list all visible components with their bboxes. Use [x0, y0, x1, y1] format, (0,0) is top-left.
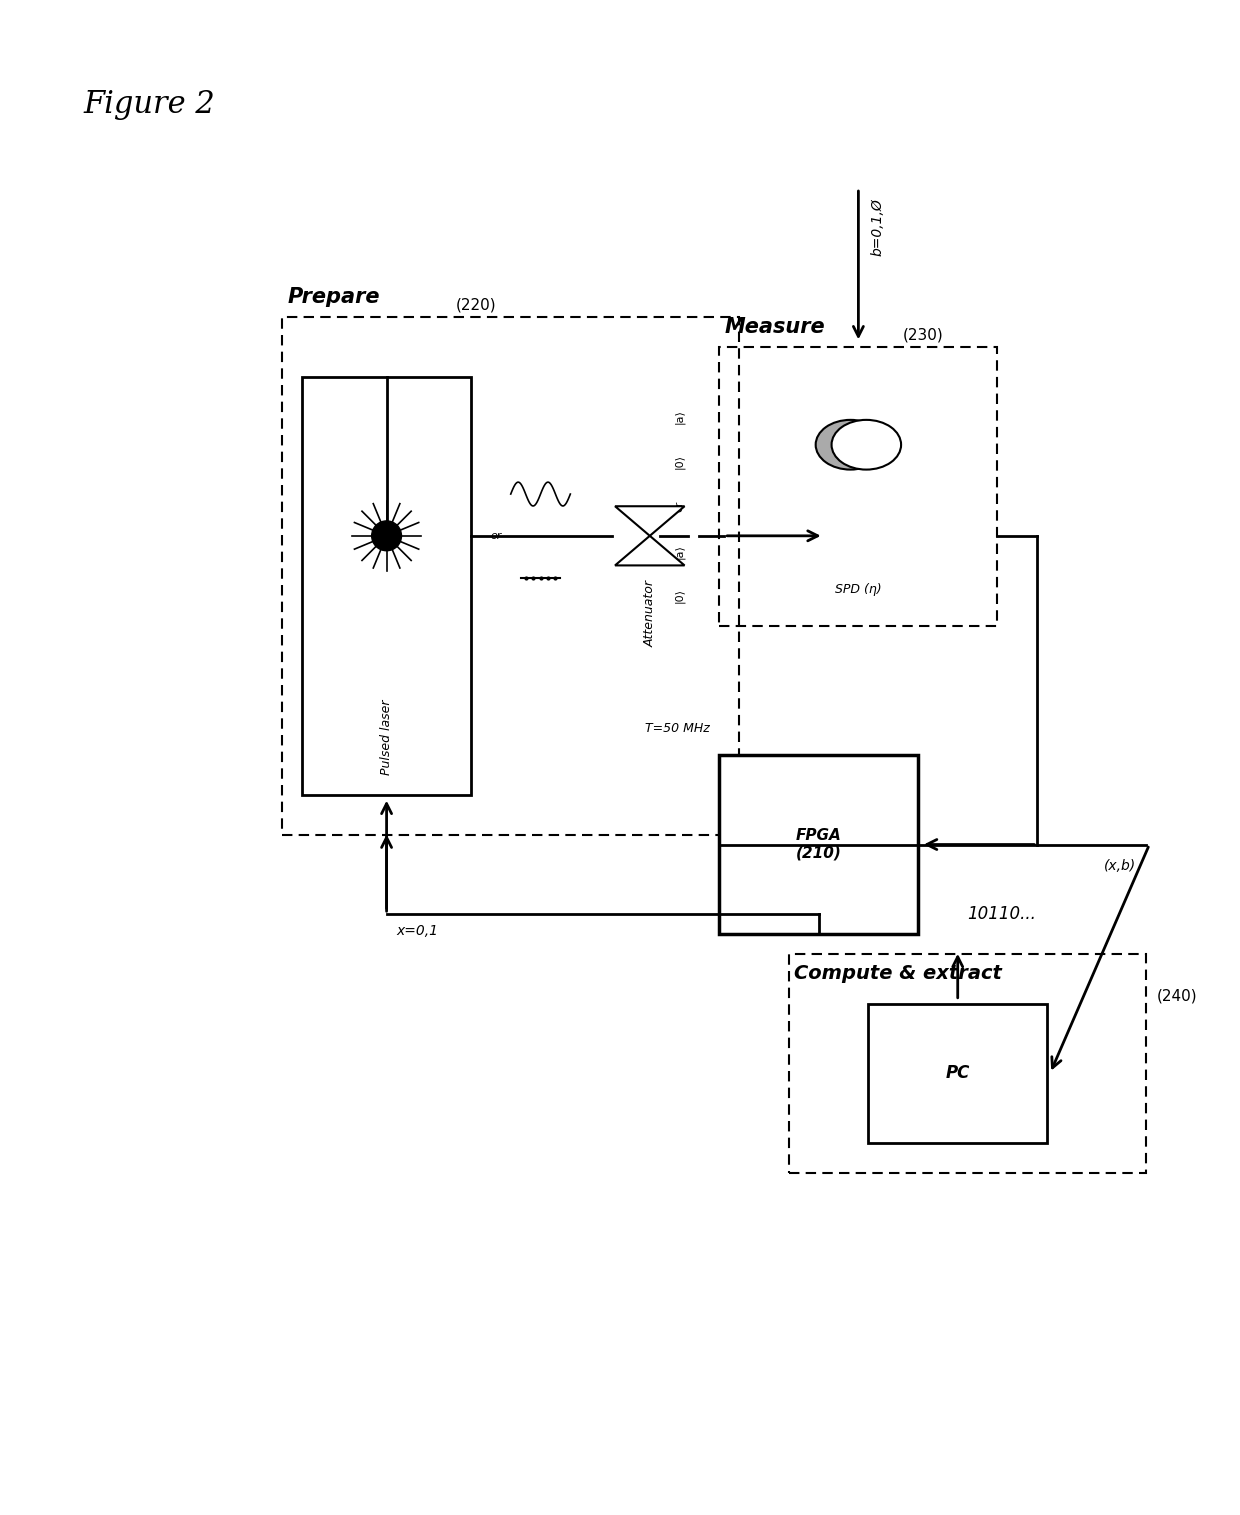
Bar: [789, 954, 1147, 1173]
Bar: [719, 347, 997, 626]
Text: SPD (η): SPD (η): [835, 583, 882, 595]
Bar: [868, 1003, 1047, 1142]
Polygon shape: [615, 506, 684, 536]
Bar: [719, 754, 918, 935]
Text: Pulsed laser: Pulsed laser: [381, 700, 393, 774]
Text: Prepare: Prepare: [288, 288, 379, 308]
Text: or: or: [490, 530, 501, 541]
Text: (x,b): (x,b): [1105, 859, 1137, 874]
Ellipse shape: [816, 420, 885, 470]
Text: x=0,1: x=0,1: [397, 924, 439, 938]
Circle shape: [372, 521, 402, 551]
Text: Compute & extract: Compute & extract: [794, 964, 1002, 983]
Text: (220): (220): [456, 297, 497, 312]
Polygon shape: [615, 536, 684, 565]
Text: |a⟩: |a⟩: [675, 409, 684, 424]
Text: (240): (240): [1157, 989, 1197, 1003]
Text: |0⟩: |0⟩: [675, 588, 684, 603]
Bar: [283, 318, 739, 835]
Text: |0⟩: |0⟩: [675, 454, 684, 470]
Text: Attenuator: Attenuator: [644, 580, 656, 647]
Text: or: or: [675, 500, 684, 512]
Text: (230): (230): [903, 327, 944, 342]
Text: T=50 MHz: T=50 MHz: [645, 723, 709, 735]
Text: Figure 2: Figure 2: [83, 89, 216, 120]
Text: Measure: Measure: [724, 317, 825, 338]
Text: |a⟩: |a⟩: [675, 544, 684, 559]
Bar: [303, 377, 471, 795]
Text: b=0,1,Ø: b=0,1,Ø: [870, 198, 884, 256]
Text: FPGA
(210): FPGA (210): [796, 829, 842, 861]
Text: 10110...: 10110...: [967, 904, 1037, 923]
Ellipse shape: [832, 420, 901, 470]
Text: PC: PC: [946, 1064, 970, 1082]
